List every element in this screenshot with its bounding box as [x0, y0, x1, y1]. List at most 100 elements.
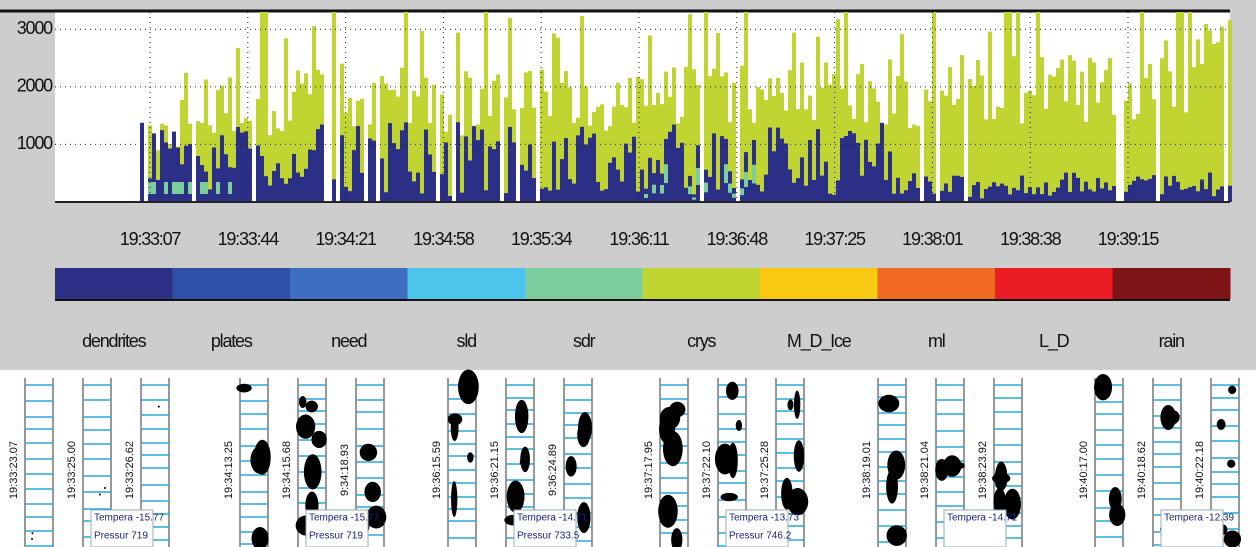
classification-column	[992, 182, 996, 202]
classification-column	[140, 123, 144, 202]
classification-column	[636, 192, 640, 202]
particle-image	[671, 528, 682, 547]
classification-column	[988, 32, 992, 202]
x-tick-label: 19:34:58	[413, 229, 475, 249]
classification-column	[600, 104, 604, 202]
particle-image	[566, 456, 577, 476]
classification-column	[508, 127, 512, 202]
probe-timestamp: 19:40:22.18	[1194, 441, 1206, 499]
classification-column	[544, 187, 548, 202]
classification-column	[956, 176, 960, 202]
particle-image	[515, 400, 528, 433]
classification-column	[228, 182, 232, 194]
particle-image	[296, 415, 315, 439]
probe-timestamp: 9:36:24.89	[547, 444, 559, 496]
classification-column	[360, 173, 364, 202]
classification-column	[312, 150, 316, 202]
classification-column	[1104, 182, 1108, 202]
classification-column	[860, 176, 864, 202]
classification-column	[1076, 178, 1080, 202]
classification-column	[780, 139, 784, 202]
classification-column	[892, 114, 896, 202]
classification-column	[716, 190, 720, 202]
classification-column	[980, 75, 984, 202]
classification-column	[576, 135, 580, 202]
classification-column	[740, 188, 744, 195]
classification-column	[1036, 12, 1040, 202]
classification-column	[1040, 57, 1044, 202]
x-tick-label: 19:36:48	[707, 229, 769, 249]
classification-column	[340, 135, 344, 202]
classification-column	[420, 31, 424, 202]
classification-column	[1068, 55, 1072, 202]
probe-timestamp: 19:38:21.04	[919, 441, 931, 499]
classification-column	[948, 67, 952, 202]
particle-image	[948, 462, 965, 470]
classification-column	[1092, 192, 1096, 202]
classification-column	[596, 182, 600, 202]
classification-column	[304, 169, 308, 202]
classification-column	[812, 180, 816, 202]
legend-swatch	[55, 268, 173, 299]
classification-column	[400, 130, 404, 202]
classification-column	[1100, 82, 1104, 202]
particle-image	[721, 493, 738, 501]
particle-image	[1228, 386, 1236, 395]
classification-column	[1124, 101, 1128, 202]
legend-swatch	[290, 268, 408, 299]
x-tick-label: 19:37:25	[804, 229, 866, 249]
classification-column	[1068, 192, 1072, 202]
classification-column	[772, 151, 776, 202]
classification-column	[236, 127, 240, 202]
probe-timestamp: 19:37:22.10	[701, 441, 713, 499]
particle-image	[577, 423, 590, 447]
classification-column	[396, 149, 400, 202]
classification-column	[1032, 95, 1036, 202]
classification-column	[284, 38, 288, 202]
classification-column	[1168, 71, 1172, 202]
legend-swatch	[525, 268, 643, 299]
classification-column	[284, 184, 288, 202]
pressure-label: Pressur 733.5	[517, 531, 580, 542]
classification-column	[1024, 193, 1028, 202]
classification-column	[184, 146, 188, 202]
classification-column	[348, 191, 352, 202]
classification-column	[1228, 186, 1232, 202]
classification-column	[792, 33, 796, 202]
particle-image	[520, 447, 530, 473]
x-tick-label: 19:38:01	[902, 229, 964, 249]
legend-label: need	[331, 331, 366, 351]
classification-column	[996, 186, 1000, 202]
classification-column	[948, 192, 952, 202]
classification-column	[704, 183, 708, 193]
particle-image	[360, 444, 377, 461]
classification-column	[976, 60, 980, 202]
classification-column	[1220, 186, 1224, 202]
classification-column	[1052, 77, 1056, 202]
classification-column	[632, 137, 636, 202]
classification-column	[1060, 180, 1064, 202]
classification-column	[1192, 186, 1196, 202]
pressure-label: Pressur 719	[309, 531, 363, 542]
classification-column	[1096, 178, 1100, 202]
classification-column	[368, 138, 372, 202]
classification-column	[1176, 182, 1180, 202]
probe-timestamp: 19:33:25.00	[66, 441, 78, 499]
classification-column	[1140, 179, 1144, 202]
classification-column	[212, 147, 216, 202]
classification-column	[244, 131, 248, 202]
classification-column	[900, 34, 904, 202]
classification-column	[496, 141, 500, 202]
classification-column	[540, 70, 544, 202]
classification-column	[744, 172, 748, 187]
classification-column	[1044, 182, 1048, 202]
classification-column	[616, 170, 620, 202]
screenshot: 10002000300019:33:0719:33:4419:34:2119:3…	[0, 0, 1256, 547]
classification-column	[464, 136, 468, 202]
classification-column	[1196, 39, 1200, 202]
y-tick-label: 1000	[17, 133, 53, 153]
legend-label: plates	[211, 331, 253, 351]
classification-column	[800, 157, 804, 202]
classification-column	[756, 185, 760, 202]
particle-image	[736, 420, 742, 431]
